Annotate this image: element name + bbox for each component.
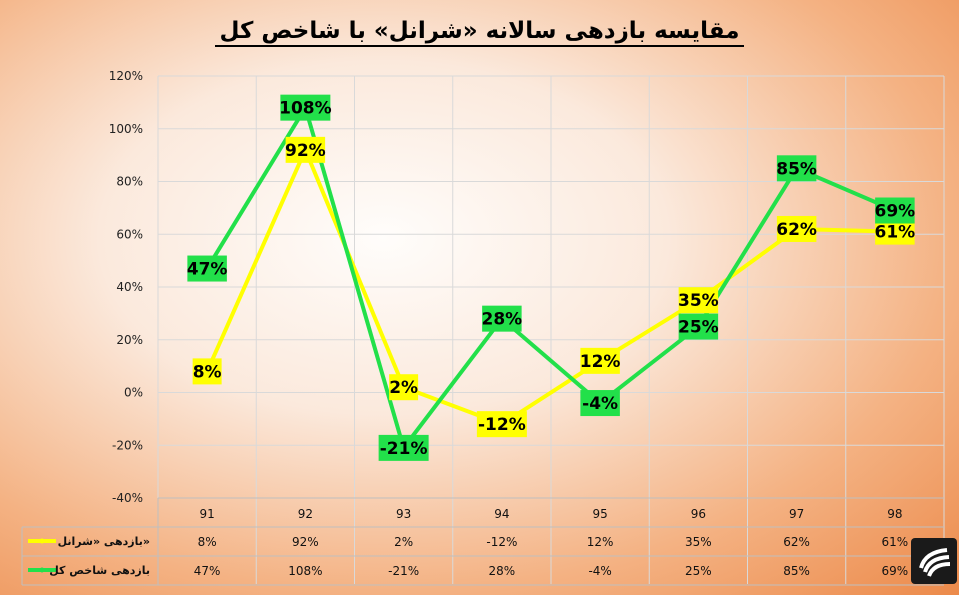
- table-cell: -21%: [388, 564, 419, 578]
- series-line: [205, 105, 896, 450]
- data-label: 2%: [389, 378, 418, 398]
- table-cell: -12%: [486, 535, 517, 549]
- data-label: -4%: [582, 394, 618, 414]
- table-cell: 35%: [685, 535, 712, 549]
- table-cell: 92%: [292, 535, 319, 549]
- data-label: 92%: [285, 141, 326, 161]
- data-label: -21%: [380, 439, 428, 459]
- x-tick-label: 93: [396, 507, 411, 521]
- table-cell: 8%: [198, 535, 217, 549]
- y-tick-label: 80%: [116, 175, 143, 189]
- data-label: 69%: [875, 202, 916, 222]
- x-tick-label: 97: [789, 507, 804, 521]
- chart-title-text: مقایسه بازدهی سالانه «شرانل» با شاخص کل: [215, 18, 744, 47]
- data-label-box: [776, 155, 817, 182]
- y-tick-label: 60%: [116, 227, 143, 241]
- data-label-box: [482, 305, 522, 332]
- data-label-box: [875, 197, 915, 224]
- table-cell: 62%: [783, 535, 810, 549]
- data-label-box: [476, 411, 527, 438]
- data-label: 8%: [193, 362, 222, 382]
- x-tick-label: 91: [199, 507, 214, 521]
- data-label-box: [378, 434, 429, 461]
- y-tick-label: 120%: [109, 69, 143, 83]
- data-label: 28%: [482, 310, 523, 330]
- data-label-box: [678, 313, 719, 340]
- data-label: 62%: [776, 220, 817, 240]
- data-label-box: [776, 215, 817, 242]
- legend-label: بازدهی «شرانل»: [58, 535, 150, 548]
- data-label: -12%: [478, 415, 526, 435]
- y-tick-label: -20%: [112, 438, 143, 452]
- data-label-box: [580, 347, 620, 374]
- x-tick-label: 95: [592, 507, 607, 521]
- data-label-box: [187, 255, 227, 282]
- table-cell: 28%: [489, 564, 516, 578]
- table-cell: 12%: [587, 535, 614, 549]
- x-tick-label: 98: [887, 507, 902, 521]
- table-cell: -4%: [588, 564, 611, 578]
- table-cell: 85%: [783, 564, 810, 578]
- legend-marker: [39, 538, 45, 544]
- y-tick-label: 20%: [116, 333, 143, 347]
- chart-title: مقایسه بازدهی سالانه «شرانل» با شاخص کل: [0, 18, 959, 47]
- data-label-box: [280, 94, 331, 121]
- y-tick-label: -40%: [112, 491, 143, 505]
- data-label: 47%: [187, 260, 228, 280]
- company-logo: [911, 538, 957, 584]
- data-label: 108%: [279, 99, 332, 119]
- y-tick-label: 40%: [116, 280, 143, 294]
- x-tick-label: 92: [298, 507, 313, 521]
- data-label: 25%: [678, 318, 719, 338]
- table-cell: 108%: [288, 564, 322, 578]
- table-cell: 47%: [194, 564, 221, 578]
- x-tick-label: 94: [494, 507, 509, 521]
- table-cell: 61%: [882, 535, 909, 549]
- data-label-box: [389, 374, 419, 401]
- data-label-box: [192, 358, 222, 385]
- data-label-box: [580, 390, 620, 417]
- legend-label: بازدهی شاخص کل: [49, 564, 150, 577]
- data-label: 61%: [875, 223, 916, 243]
- x-tick-label: 96: [691, 507, 706, 521]
- data-label: 12%: [580, 352, 621, 372]
- y-tick-label: 0%: [124, 386, 143, 400]
- data-label: 35%: [678, 291, 719, 311]
- table-cell: 25%: [685, 564, 712, 578]
- data-label: 85%: [776, 159, 817, 179]
- table-cell: 2%: [394, 535, 413, 549]
- legend-marker: [39, 567, 45, 573]
- data-label-box: [678, 287, 719, 314]
- y-tick-label: 100%: [109, 122, 143, 136]
- data-label-box: [285, 136, 326, 163]
- table-cell: 69%: [882, 564, 909, 578]
